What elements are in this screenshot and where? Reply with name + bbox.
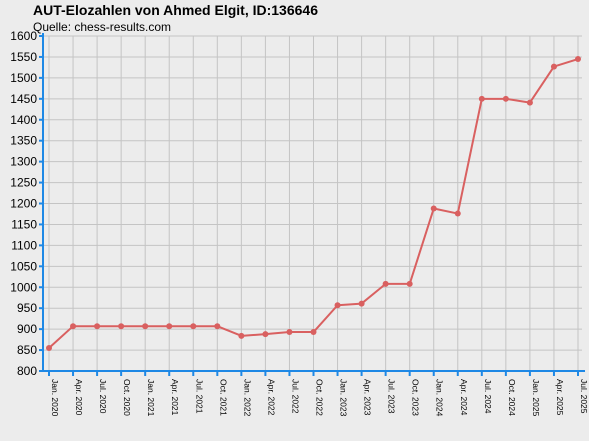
x-tick-label: Jan. 2023 — [339, 379, 349, 417]
data-point — [94, 323, 101, 330]
x-tick-label: Jan. 2022 — [242, 379, 252, 417]
x-tick-label: Oct. 2023 — [411, 379, 421, 416]
data-point — [478, 95, 485, 102]
y-tick-label: 1500 — [10, 71, 37, 85]
data-point — [334, 302, 341, 309]
x-tick-label: Apr. 2022 — [266, 379, 276, 416]
data-point — [46, 344, 52, 351]
x-tick-label: Apr. 2021 — [170, 379, 180, 416]
data-point — [502, 95, 509, 102]
x-tick-label: Jul. 2024 — [483, 379, 493, 414]
data-point — [286, 329, 293, 336]
x-tick-label: Oct. 2020 — [122, 379, 132, 416]
y-tick-label: 950 — [17, 301, 37, 315]
data-point — [454, 210, 461, 217]
data-point — [526, 99, 533, 106]
y-tick-label: 1000 — [10, 280, 37, 294]
y-tick-label: 1600 — [10, 29, 37, 43]
x-tick-label: Oct. 2021 — [218, 379, 228, 416]
data-point — [575, 56, 581, 63]
y-tick-label: 1300 — [10, 155, 37, 169]
data-point — [382, 280, 389, 287]
data-point — [166, 323, 173, 330]
x-tick-label: Jul. 2020 — [98, 379, 108, 414]
chart-title: AUT-Elozahlen von Ahmed Elgit, ID:136646 — [33, 2, 318, 18]
x-tick-label: Jan. 2021 — [146, 379, 156, 417]
data-point — [430, 205, 437, 212]
x-tick-label: Jul. 2021 — [194, 379, 204, 414]
x-tick-label: Apr. 2023 — [363, 379, 373, 416]
x-tick-label: Jul. 2025 — [579, 379, 589, 414]
data-point — [358, 300, 365, 307]
data-point — [190, 323, 197, 330]
data-point — [142, 323, 149, 330]
y-tick-label: 1450 — [10, 92, 37, 106]
y-tick-label: 1350 — [10, 134, 37, 148]
y-tick-label: 1150 — [11, 217, 37, 231]
y-tick-label: 900 — [17, 322, 37, 336]
data-point — [238, 332, 245, 339]
data-point — [406, 280, 413, 287]
x-tick-label: Jul. 2023 — [387, 379, 397, 414]
x-tick-label: Jul. 2022 — [290, 379, 300, 414]
y-tick-label: 1100 — [11, 238, 37, 252]
data-point — [70, 323, 77, 330]
x-tick-label: Jan. 2025 — [531, 379, 541, 417]
y-tick-label: 1050 — [10, 259, 37, 273]
x-tick-label: Oct. 2024 — [507, 379, 517, 416]
data-point — [310, 329, 317, 336]
x-tick-label: Apr. 2024 — [459, 379, 469, 416]
chart-source: Quelle: chess-results.com — [33, 20, 172, 34]
x-tick-label: Oct. 2022 — [315, 379, 325, 416]
x-tick-label: Jan. 2020 — [50, 379, 60, 417]
y-tick-label: 1400 — [10, 113, 37, 127]
data-point — [262, 331, 269, 338]
y-tick-label: 850 — [17, 343, 37, 357]
x-tick-label: Apr. 2025 — [555, 379, 565, 416]
y-tick-label: 1550 — [10, 50, 37, 64]
data-point — [214, 323, 221, 330]
x-tick-label: Apr. 2020 — [74, 379, 84, 416]
y-tick-label: 1250 — [10, 176, 37, 190]
data-point — [118, 323, 125, 330]
data-point — [550, 63, 557, 70]
y-tick-label: 800 — [17, 364, 37, 378]
y-tick-label: 1200 — [10, 197, 37, 211]
x-tick-label: Jan. 2024 — [435, 379, 445, 417]
